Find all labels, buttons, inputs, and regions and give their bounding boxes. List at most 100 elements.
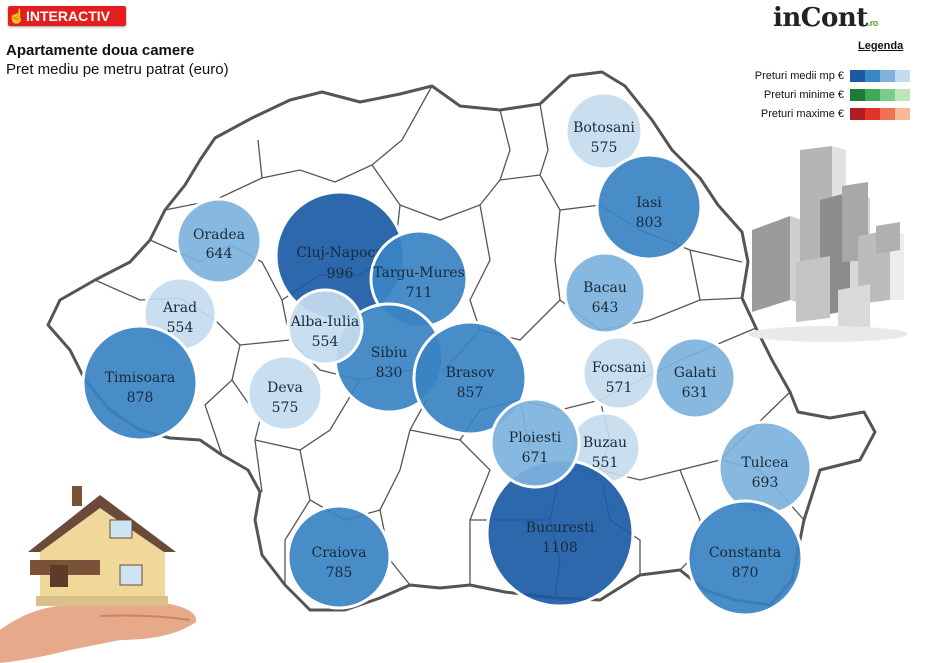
hand-pointer-icon: ☝ <box>8 7 26 24</box>
city-bubble-circle[interactable] <box>412 320 528 436</box>
legend-swatch <box>880 88 895 101</box>
city-bubbles: Botosani 575 Iasi 803 Oradea 644 Cluj-Napoc… <box>81 91 813 617</box>
city-bubble-iasi: Iasi 803 <box>595 153 703 261</box>
city-bubble-oradea: Oradea 644 <box>175 197 263 285</box>
city-bubble-circle[interactable] <box>564 91 644 171</box>
legend-swatch <box>865 88 880 101</box>
city-bubble-bacau: Bacau 643 <box>563 251 647 335</box>
city-bubble-circle[interactable] <box>175 197 263 285</box>
city-name: Focsani <box>592 360 647 376</box>
legend-row-min: Preturi minime € <box>764 88 910 101</box>
city-value: 554 <box>167 320 194 336</box>
city-bubble-circle[interactable] <box>246 354 324 432</box>
city-bubble-brasov: Brasov 857 <box>412 320 528 436</box>
city-bubble-deva: Deva 575 <box>246 354 324 432</box>
city-value: 803 <box>636 215 663 231</box>
city-value: 644 <box>206 246 233 262</box>
city-bubble-circle[interactable] <box>686 499 804 617</box>
city-bubble-circle[interactable] <box>595 153 703 261</box>
city-name: Iasi <box>636 195 662 211</box>
logo-name: inCont <box>773 3 868 33</box>
city-name: Tulcea <box>741 455 788 471</box>
city-bubble-tulcea: Tulcea 693 <box>717 420 813 516</box>
legend-row-max: Preturi maxime € <box>761 107 910 120</box>
legend-swatch <box>865 107 880 120</box>
city-bubble-focsani: Focsani 571 <box>581 335 657 411</box>
city-value: 857 <box>457 385 484 401</box>
city-bubble-circle[interactable] <box>653 336 737 420</box>
city-name: Sibiu <box>371 345 408 361</box>
legend-swatches <box>850 69 910 82</box>
city-name: Timisoara <box>105 370 176 386</box>
city-name: Galati <box>674 365 717 381</box>
city-name: Arad <box>162 300 197 316</box>
city-value: 571 <box>606 380 633 396</box>
city-name: Botosani <box>573 120 635 136</box>
city-bubble-constanta: Constanta 870 <box>686 499 804 617</box>
city-bubble-botosani: Botosani 575 <box>564 91 644 171</box>
legend-swatches <box>850 88 910 101</box>
city-value: 1108 <box>542 540 578 556</box>
badge-label: INTERACTIV <box>26 8 110 24</box>
city-bubble-circle[interactable] <box>286 288 364 366</box>
interactiv-badge: ☝ INTERACTIV <box>8 6 126 26</box>
city-value: 870 <box>732 565 759 581</box>
legend-label: Preturi medii mp € <box>754 69 844 82</box>
city-bubble-alba-iulia: Alba-Iulia 554 <box>286 288 364 366</box>
city-name: Bucuresti <box>526 520 595 536</box>
legend-swatch <box>865 69 880 82</box>
legend-swatches <box>850 107 910 120</box>
city-value: 631 <box>682 385 709 401</box>
city-name: Targu-Mures <box>373 265 465 281</box>
city-bubble-galati: Galati 631 <box>653 336 737 420</box>
city-value: 551 <box>592 455 619 471</box>
city-name: Cluj-Napoca <box>296 245 383 261</box>
city-value: 575 <box>272 400 299 416</box>
logo-suffix: .ro <box>867 18 879 28</box>
city-value: 830 <box>376 365 403 381</box>
city-name: Oradea <box>193 227 245 243</box>
city-value: 693 <box>752 475 779 491</box>
legend-title: Legenda <box>858 40 904 52</box>
legend-row-avg: Preturi medii mp € <box>755 69 910 82</box>
incont-logo: inCont.ro <box>773 3 878 33</box>
city-value: 711 <box>406 285 433 301</box>
city-bubble-timisoara: Timisoara 878 <box>81 324 199 442</box>
map-subtitle: Pret mediu pe metru patrat (euro) <box>6 61 229 78</box>
city-value: 575 <box>591 140 618 156</box>
city-value: 996 <box>327 266 354 282</box>
city-bubble-craiova: Craiova 785 <box>286 504 392 610</box>
legend-swatch <box>850 88 865 101</box>
city-name: Buzau <box>583 435 627 451</box>
city-bubble-circle[interactable] <box>563 251 647 335</box>
legend-swatch <box>895 107 910 120</box>
city-bubble-circle[interactable] <box>286 504 392 610</box>
skyscrapers-illustration <box>748 146 908 342</box>
city-bubble-bucuresti: Bucuresti 1108 <box>485 458 635 608</box>
city-bubble-circle[interactable] <box>489 397 581 489</box>
city-bubble-ploiesti: Ploiesti 671 <box>489 397 581 489</box>
legend-label: Preturi minime € <box>763 88 844 101</box>
city-value: 554 <box>312 334 339 350</box>
city-name: Craiova <box>312 545 367 561</box>
legend-label: Preturi maxime € <box>760 107 844 120</box>
legend-swatch <box>850 107 865 120</box>
city-value: 785 <box>326 565 353 581</box>
city-name: Ploiesti <box>509 430 562 446</box>
map-title: Apartamente doua camere <box>6 42 195 59</box>
city-value: 671 <box>522 450 549 466</box>
city-name: Alba-Iulia <box>290 314 359 330</box>
city-name: Deva <box>267 380 303 396</box>
city-name: Brasov <box>446 365 495 381</box>
house-in-hand-illustration <box>0 486 197 663</box>
legend-swatch <box>880 107 895 120</box>
legend-swatch <box>895 88 910 101</box>
city-value: 878 <box>127 390 154 406</box>
legend-swatch <box>850 69 865 82</box>
city-value: 643 <box>592 300 619 316</box>
city-name: Constanta <box>709 545 781 561</box>
city-name: Bacau <box>583 280 627 296</box>
city-bubble-circle[interactable] <box>81 324 199 442</box>
legend-swatch <box>880 69 895 82</box>
